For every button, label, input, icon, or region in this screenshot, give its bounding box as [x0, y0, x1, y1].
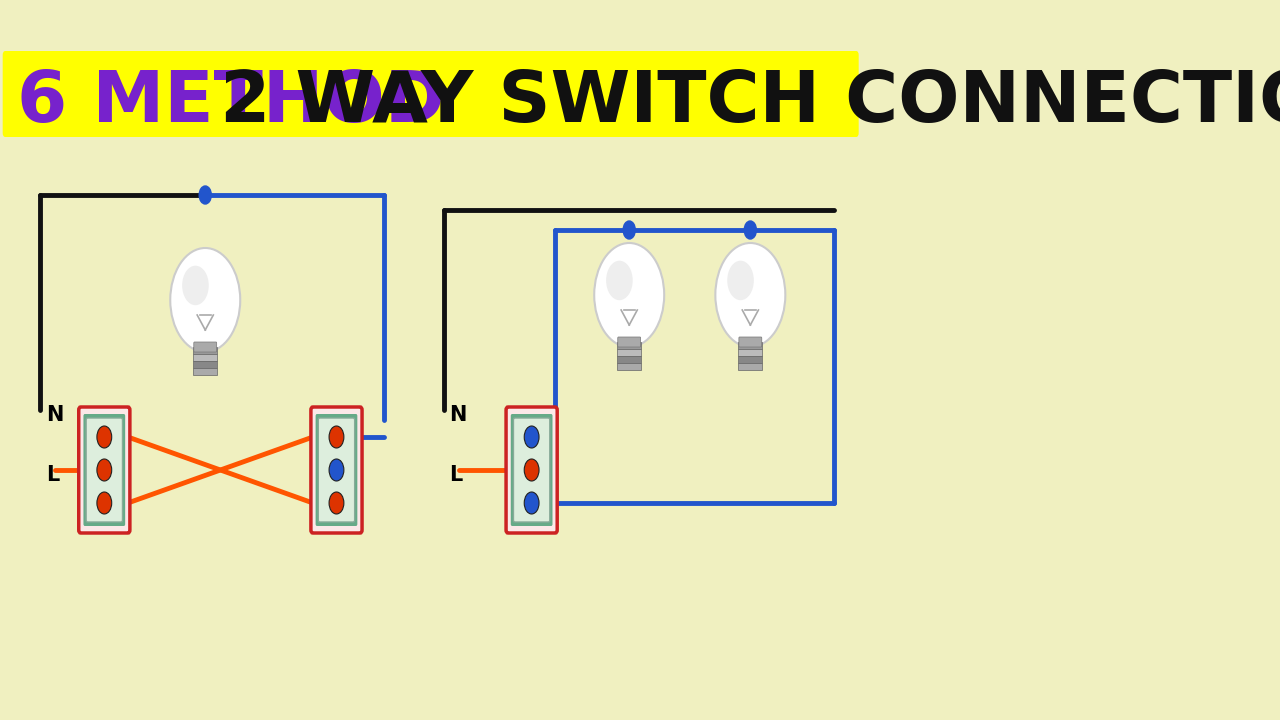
FancyBboxPatch shape [193, 342, 216, 352]
Circle shape [607, 261, 632, 300]
FancyBboxPatch shape [193, 354, 218, 361]
Circle shape [97, 492, 111, 514]
Circle shape [97, 459, 111, 481]
FancyBboxPatch shape [617, 342, 641, 349]
FancyBboxPatch shape [3, 51, 859, 137]
FancyBboxPatch shape [319, 418, 355, 522]
FancyBboxPatch shape [506, 407, 557, 533]
FancyBboxPatch shape [618, 337, 641, 347]
FancyBboxPatch shape [193, 361, 218, 368]
Circle shape [525, 492, 539, 514]
Circle shape [170, 248, 241, 352]
Circle shape [716, 243, 786, 347]
FancyBboxPatch shape [511, 414, 553, 526]
FancyBboxPatch shape [79, 407, 129, 533]
Circle shape [329, 492, 344, 514]
FancyBboxPatch shape [86, 418, 123, 522]
Circle shape [97, 426, 111, 448]
Circle shape [200, 186, 211, 204]
FancyBboxPatch shape [739, 349, 763, 356]
FancyBboxPatch shape [617, 363, 641, 370]
FancyBboxPatch shape [739, 363, 763, 370]
Text: 6 METHOD: 6 METHOD [17, 68, 444, 137]
Text: L: L [449, 465, 463, 485]
FancyBboxPatch shape [193, 347, 218, 354]
Text: N: N [449, 405, 467, 425]
Text: N: N [46, 405, 63, 425]
FancyBboxPatch shape [311, 407, 362, 533]
Circle shape [525, 459, 539, 481]
Circle shape [525, 426, 539, 448]
FancyBboxPatch shape [739, 337, 762, 347]
FancyBboxPatch shape [83, 414, 125, 526]
FancyBboxPatch shape [739, 342, 763, 349]
Circle shape [744, 221, 756, 239]
FancyBboxPatch shape [193, 368, 218, 375]
FancyBboxPatch shape [617, 349, 641, 356]
Text: 2 WAY SWITCH CONNECTION: 2 WAY SWITCH CONNECTION [195, 68, 1280, 137]
FancyBboxPatch shape [739, 356, 763, 363]
Circle shape [594, 243, 664, 347]
Text: L: L [46, 465, 59, 485]
FancyBboxPatch shape [513, 418, 550, 522]
Circle shape [727, 261, 754, 300]
Circle shape [182, 266, 209, 305]
Circle shape [329, 459, 344, 481]
FancyBboxPatch shape [617, 356, 641, 363]
Circle shape [329, 426, 344, 448]
FancyBboxPatch shape [316, 414, 357, 526]
Circle shape [623, 221, 635, 239]
